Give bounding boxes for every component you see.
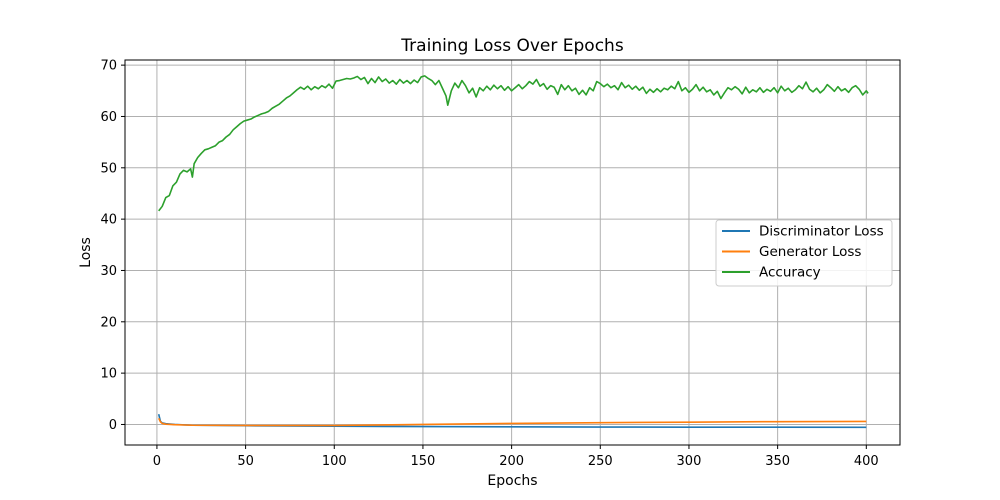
y-tick-label: 10 bbox=[100, 367, 117, 382]
y-tick-label: 0 bbox=[109, 418, 117, 433]
plot-frame bbox=[124, 59, 901, 446]
x-tick-label: 150 bbox=[411, 454, 436, 469]
series-line-2 bbox=[158, 75, 869, 212]
x-tick-label: 250 bbox=[588, 454, 613, 469]
axes: 0 50 100 150 200 250 300 350 400 0 10 20 30 40 50 60 70 bbox=[100, 59, 878, 469]
x-tick-label: 200 bbox=[499, 454, 524, 469]
y-axis-title: Loss bbox=[78, 237, 94, 268]
y-tick-label: 70 bbox=[100, 59, 117, 74]
y-tick-label: 20 bbox=[100, 315, 117, 330]
chart-title: Training Loss Over Epochs bbox=[400, 36, 624, 56]
y-tick-label: 30 bbox=[100, 264, 117, 279]
legend-box bbox=[715, 219, 893, 287]
legend-label: Accuracy bbox=[759, 265, 821, 281]
x-tick-label: 100 bbox=[322, 454, 347, 469]
legend-label: Discriminator Loss bbox=[759, 224, 884, 240]
legend: Discriminator Loss Generator Loss Accuracy bbox=[715, 219, 893, 287]
x-tick-label: 50 bbox=[237, 454, 254, 469]
x-tick-label: 300 bbox=[677, 454, 702, 469]
legend-label: Generator Loss bbox=[759, 244, 861, 260]
x-tick-label: 400 bbox=[854, 454, 879, 469]
series-lines bbox=[157, 75, 869, 429]
x-axis-title: Epochs bbox=[487, 473, 537, 489]
series-line-1 bbox=[157, 417, 867, 427]
y-tick-label: 60 bbox=[100, 110, 117, 125]
y-tick-label: 50 bbox=[100, 161, 117, 176]
x-tick-label: 350 bbox=[765, 454, 790, 469]
x-tick-label: 0 bbox=[153, 454, 161, 469]
y-tick-label: 40 bbox=[100, 213, 117, 228]
